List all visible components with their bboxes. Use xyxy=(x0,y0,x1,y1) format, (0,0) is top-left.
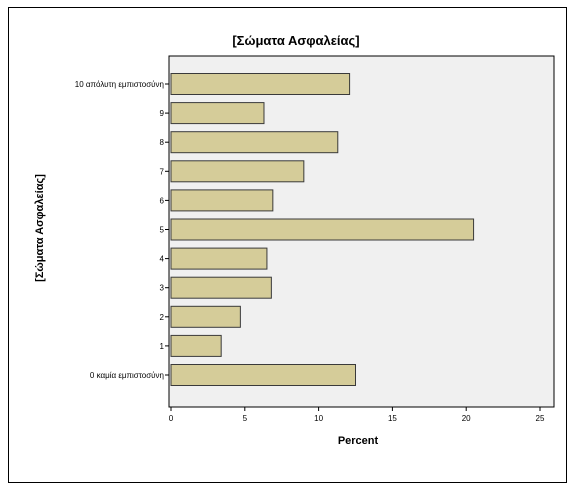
bar-10 xyxy=(170,73,351,95)
y-tick-label-4: 4 xyxy=(160,255,165,264)
bar-6 xyxy=(170,189,274,212)
bar-5 xyxy=(170,218,475,241)
y-axis-ticks: 10 απόλυτη εμπιστοσύνη 9 8 7 6 5 4 3 2 1 0 καμία ε… xyxy=(75,80,169,380)
y-tick-label-1: 1 xyxy=(160,342,165,351)
x-tick-label-5: 5 xyxy=(243,414,248,423)
y-tick-label-7: 7 xyxy=(160,167,165,176)
x-tick-label-20: 20 xyxy=(462,414,471,423)
x-tick-label-0: 0 xyxy=(169,414,174,423)
y-tick-label-6: 6 xyxy=(160,196,165,205)
bar-2 xyxy=(170,305,241,328)
x-axis-ticks: 0 5 10 15 20 25 xyxy=(169,407,545,423)
chart-title: [Σώματα Ασφαλείας] xyxy=(232,33,359,48)
bars-layer xyxy=(170,73,475,386)
y-tick-label-9: 9 xyxy=(160,109,165,118)
x-axis-label: Percent xyxy=(338,435,379,447)
x-tick-label-25: 25 xyxy=(536,414,545,423)
bar-1 xyxy=(170,334,222,357)
x-tick-label-15: 15 xyxy=(388,414,397,423)
y-tick-label-3: 3 xyxy=(160,284,165,293)
bar-8 xyxy=(170,131,339,154)
y-tick-label-2: 2 xyxy=(160,313,165,322)
y-axis-label: [Σώματα Ασφαλείας] xyxy=(34,174,46,282)
bar-9 xyxy=(170,102,265,125)
bar-3 xyxy=(170,276,272,299)
bar-7 xyxy=(170,160,305,183)
bar-0 xyxy=(170,364,356,386)
y-tick-label-10: 10 απόλυτη εμπιστοσύνη xyxy=(75,80,164,89)
bar-4 xyxy=(170,247,268,270)
x-tick-label-10: 10 xyxy=(314,414,323,423)
y-tick-label-5: 5 xyxy=(160,226,165,235)
y-tick-label-0: 0 καμία εμπιστοσύνη xyxy=(90,371,164,380)
y-tick-label-8: 8 xyxy=(160,138,165,147)
